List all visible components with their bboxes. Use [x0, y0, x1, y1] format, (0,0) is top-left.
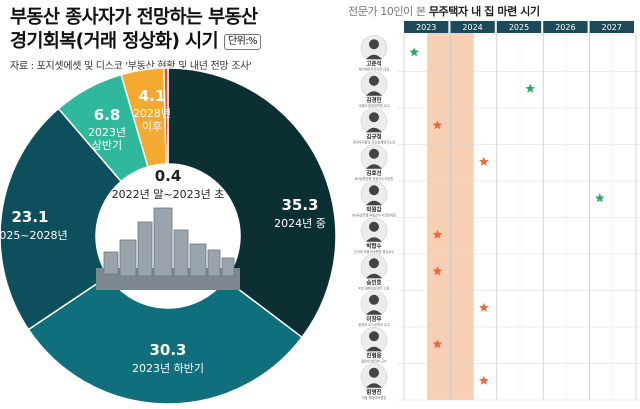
avatar-body [366, 54, 382, 60]
data-label: 4.1 [139, 87, 166, 105]
data-label: 23.1 [11, 208, 48, 226]
avatar-body [366, 383, 382, 388]
avatar-head [369, 75, 379, 86]
avatar-head [369, 221, 379, 232]
avatar-head [369, 112, 379, 123]
slice-label: 2025~2028년 [0, 229, 68, 242]
star-marker [432, 120, 443, 130]
pie-chart-panel: 부동산 종사자가 전망하는 부동산 경기회복(거래 정상화) 시기 단위:% 자료… [0, 6, 336, 405]
expert-affiliation: KDI 경제정보센터 소장 [359, 285, 390, 290]
expert-timeline-panel: 전문가 10인이 본 무주택자 내 집 마련 시기 2023 2024 2025 20… [338, 0, 640, 409]
expert-affiliation: KB국민은행 부동산수석전문위원 [352, 212, 395, 217]
avatar-body [366, 273, 382, 279]
title-line-2: 경기회복(거래 정상화) 시기 [10, 31, 219, 52]
year-label: 2025 [509, 23, 529, 32]
expert-name: 진형용 [366, 351, 381, 359]
expert-affiliation: 광운대 법학부 교수 [361, 358, 387, 363]
star-marker [432, 266, 443, 276]
expert-name: 이창무 [366, 315, 381, 323]
year-header [589, 21, 634, 33]
avatar-head [369, 185, 379, 196]
slice-label: 상반기 [92, 139, 122, 152]
avatar-body [366, 200, 382, 206]
avatar-head [369, 258, 379, 269]
slice-label: 2024년 중 [274, 217, 326, 230]
expert-name: 김효선 [366, 169, 381, 177]
star-marker [525, 83, 535, 93]
avatar-body [366, 346, 382, 352]
star-marker [595, 193, 605, 203]
avatar-body [366, 310, 382, 315]
star-marker [479, 156, 489, 166]
year-header [404, 21, 449, 33]
avatar-head [369, 367, 379, 378]
slice-label: 2023년 [88, 126, 126, 139]
unit-badge: 단위:% [224, 34, 261, 50]
expert-affiliation: 직방 빅데이터랩장 [362, 395, 387, 400]
avatar-head [369, 39, 379, 50]
data-label: 0.4 [155, 167, 182, 185]
avatar-head [369, 148, 379, 159]
avatar-body [366, 237, 382, 242]
expert-affiliation: 건국대 부동산대학원 겸임교수 [354, 249, 394, 254]
star-marker [479, 375, 489, 385]
star-marker [409, 47, 419, 57]
avatar-head [369, 331, 379, 342]
avatar-body [366, 164, 382, 169]
year-header [496, 21, 542, 33]
year-label: 2024 [462, 23, 482, 32]
expert-name: 송인호 [366, 278, 381, 286]
slice-label: 2022년 말~2023년 초 [112, 188, 225, 201]
timeline-title: 전문가 10인이 본 무주택자 내 집 마련 시기 [348, 3, 540, 19]
avatar-body [366, 91, 382, 96]
chart-title: 부동산 종사자가 전망하는 부동산 경기회복(거래 정상화) 시기 단위:% [10, 6, 310, 54]
expert-affiliation: 한국투자증권 자산승계연구소장 [353, 139, 395, 144]
slice-label: 2023년 하반기 [132, 361, 204, 375]
star-marker [432, 339, 443, 349]
expert-affiliation: 서울대 환경대학원 교수 [358, 103, 389, 108]
city-skyline-illustration [96, 207, 240, 290]
avatar-head [369, 294, 379, 305]
year-header [450, 21, 495, 33]
star-marker [432, 229, 443, 239]
expert-name: 김규정 [366, 132, 381, 140]
expert-name: 박원갑 [366, 205, 381, 213]
year-label: 2023 [416, 23, 436, 32]
expert-name: 박합수 [366, 242, 381, 250]
donut-chart: 35.3 2024년 중 30.3 2023년 하반기 23.1 2025~2028년 6.… [0, 67, 336, 405]
expert-affiliation: 제이에듀투자자문 대표 [359, 66, 389, 71]
avatar-body [366, 127, 382, 133]
year-label: 2026 [555, 23, 575, 32]
data-label: 35.3 [281, 196, 318, 214]
expert-name: 고준석 [366, 59, 381, 67]
slice-label: 2028년 [133, 107, 171, 120]
star-marker [479, 302, 489, 312]
expert-affiliation: 한양대 도시공학과 교수 [358, 322, 389, 327]
year-label: 2027 [602, 23, 622, 32]
title-line-1: 부동산 종사자가 전망하는 부동산 [10, 7, 258, 28]
year-header [543, 21, 588, 33]
expert-name: 김경민 [366, 96, 381, 104]
data-label: 6.8 [94, 106, 121, 124]
timeline-title-bold: 무주택자 내 집 마련 시기 [428, 5, 540, 18]
source-note: 자료 : 포지셋에셋 및 디스코 '부동산 현황 및 내년 전망 조사' [10, 61, 252, 72]
expert-affiliation: NH농협은행 부동산수석위원 [355, 176, 393, 181]
timeline-title-prefix: 전문가 10인이 본 [348, 5, 429, 18]
data-label: 30.3 [149, 341, 186, 359]
expert-name: 함영진 [366, 388, 381, 396]
slice-label: 이후 [142, 120, 162, 133]
